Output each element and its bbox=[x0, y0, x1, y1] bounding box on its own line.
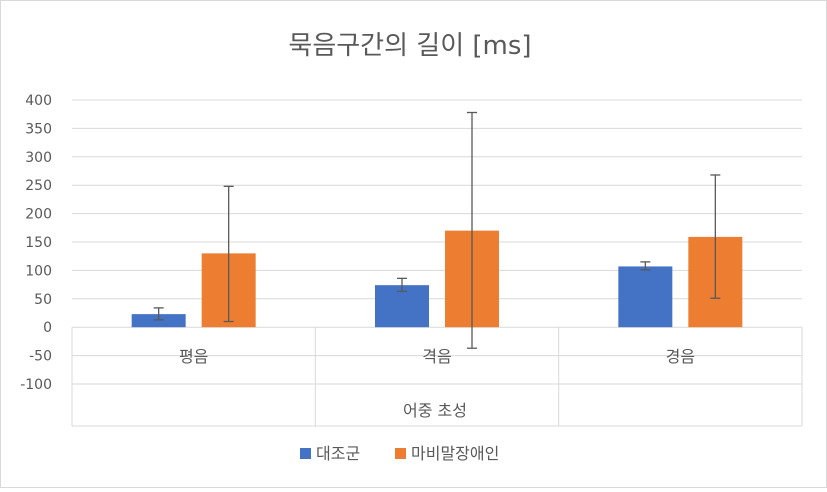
y-tick-label: 250 bbox=[25, 178, 52, 194]
y-tick-label: 200 bbox=[25, 207, 52, 223]
y-tick-label: -50 bbox=[29, 349, 52, 365]
y-axis-tick-labels: 400 350 300 250 200 150 100 50 0 -50 -100 bbox=[20, 93, 52, 393]
y-tick-label: -100 bbox=[20, 377, 52, 393]
error-bars bbox=[153, 111, 721, 349]
bar bbox=[618, 266, 673, 328]
x-category-label: 경음 bbox=[666, 347, 695, 366]
gridlines bbox=[71, 99, 803, 427]
legend-label: 마비말장애인 bbox=[411, 444, 499, 463]
bar bbox=[375, 285, 429, 328]
y-tick-label: 50 bbox=[34, 292, 52, 308]
x-axis-category-labels: 평음 격음 경음 bbox=[179, 347, 695, 366]
y-tick-label: 300 bbox=[25, 150, 52, 166]
y-tick-label: 100 bbox=[25, 263, 52, 279]
x-axis-title: 어중 초성 bbox=[403, 401, 467, 420]
x-category-label: 격음 bbox=[422, 347, 451, 366]
legend-swatch bbox=[300, 448, 311, 459]
legend-swatch bbox=[395, 448, 406, 459]
y-tick-label: 400 bbox=[25, 93, 52, 109]
bar bbox=[131, 314, 186, 328]
chart-title: 묵음구간의 길이 [ms] bbox=[288, 31, 531, 61]
x-category-label: 평음 bbox=[179, 347, 208, 366]
legend-label: 대조군 bbox=[316, 444, 360, 463]
y-tick-label: 350 bbox=[25, 121, 52, 137]
legend: 대조군 마비말장애인 bbox=[300, 444, 499, 463]
y-tick-label: 150 bbox=[25, 235, 52, 251]
y-tick-label: 0 bbox=[43, 320, 52, 336]
